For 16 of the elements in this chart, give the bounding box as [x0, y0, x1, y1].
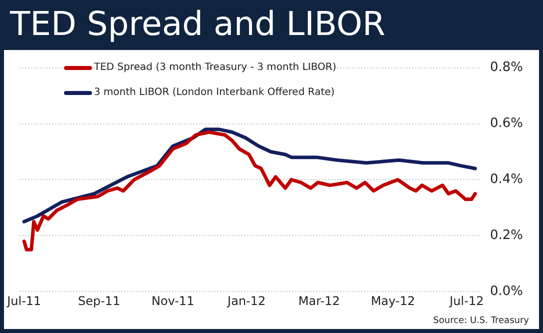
x-tick-label: Jan-12	[226, 294, 266, 308]
x-tick-label: Sep-11	[78, 294, 120, 308]
x-tick-label: Jul-12	[448, 294, 484, 308]
x-tick-label: Jul-11	[6, 294, 42, 308]
x-tick-label: Nov-11	[151, 294, 194, 308]
legend-label: 3 month LIBOR (London Interbank Offered Rate)	[94, 87, 335, 98]
source-note: Source: U.S. Treasury	[433, 316, 529, 326]
chart-title: TED Spread and LIBOR	[10, 4, 386, 43]
y-tick-label: 0.0%	[490, 284, 524, 299]
legend-label: TED Spread (3 month Treasury - 3 month LIBOR)	[94, 62, 336, 73]
x-tick-label: May-12	[370, 294, 416, 308]
y-tick-label: 0.8%	[490, 60, 524, 76]
x-tick-label: Mar-12	[298, 294, 340, 308]
y-tick-label: 0.4%	[490, 172, 524, 188]
y-tick-label: 0.6%	[490, 116, 524, 132]
y-tick-label: 0.2%	[490, 228, 524, 244]
